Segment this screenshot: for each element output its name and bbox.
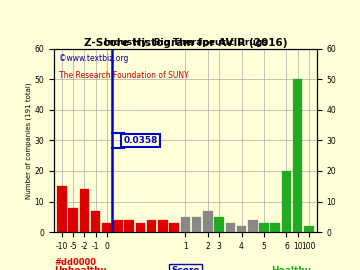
Bar bbox=[80, 189, 89, 232]
Bar bbox=[136, 223, 145, 232]
Bar bbox=[181, 217, 190, 232]
Text: Score: Score bbox=[171, 266, 200, 270]
Text: 0.0358: 0.0358 bbox=[123, 136, 158, 145]
Text: ©www.textbiz.org: ©www.textbiz.org bbox=[59, 54, 129, 63]
Bar bbox=[203, 211, 213, 232]
Bar bbox=[293, 79, 302, 232]
Bar bbox=[270, 223, 280, 232]
Text: #dd0000: #dd0000 bbox=[54, 258, 96, 267]
Bar bbox=[282, 171, 291, 232]
Bar bbox=[102, 223, 112, 232]
Bar bbox=[237, 226, 246, 232]
Bar bbox=[170, 223, 179, 232]
Bar bbox=[68, 208, 78, 232]
Bar bbox=[214, 217, 224, 232]
Bar bbox=[226, 223, 235, 232]
Bar bbox=[113, 220, 123, 232]
Bar bbox=[147, 220, 157, 232]
Bar bbox=[91, 211, 100, 232]
Text: Industry: Bio Therapeutic Drugs: Industry: Bio Therapeutic Drugs bbox=[104, 38, 267, 47]
Text: Unhealthy: Unhealthy bbox=[54, 266, 107, 270]
Bar bbox=[248, 220, 257, 232]
Text: Healthy: Healthy bbox=[271, 266, 310, 270]
Bar bbox=[125, 220, 134, 232]
Y-axis label: Number of companies (191 total): Number of companies (191 total) bbox=[25, 82, 32, 199]
Bar bbox=[158, 220, 168, 232]
Title: Z-Score Histogram for AVIR (2016): Z-Score Histogram for AVIR (2016) bbox=[84, 38, 287, 48]
Bar bbox=[259, 223, 269, 232]
Bar bbox=[57, 186, 67, 232]
Text: The Research Foundation of SUNY: The Research Foundation of SUNY bbox=[59, 71, 189, 80]
Bar bbox=[192, 217, 201, 232]
Bar bbox=[304, 226, 314, 232]
